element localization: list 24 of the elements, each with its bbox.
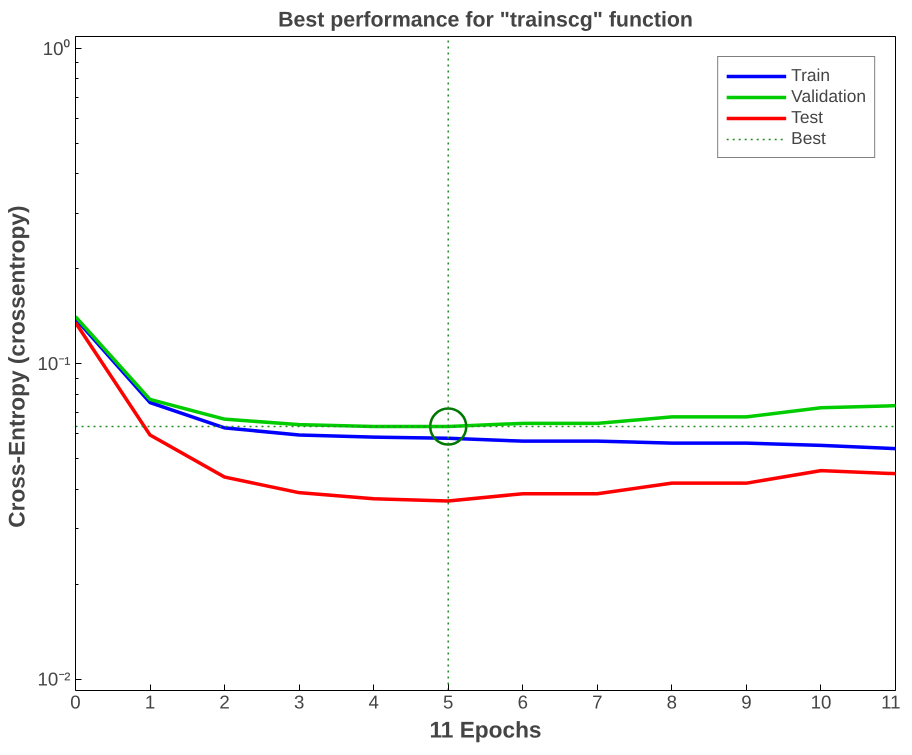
x-tick-label: 5 bbox=[443, 692, 454, 712]
x-tick-label: 7 bbox=[592, 692, 603, 712]
x-tick-label: 2 bbox=[219, 692, 230, 712]
x-tick-label: 11 bbox=[881, 692, 901, 712]
x-tick-label: 6 bbox=[518, 692, 528, 712]
line-series bbox=[76, 320, 896, 503]
x-tick-label: 8 bbox=[666, 692, 678, 712]
x-tick-label: 9 bbox=[741, 692, 752, 712]
x-tick-label: 10 bbox=[810, 692, 832, 712]
line-series bbox=[76, 314, 896, 428]
y-tick-label: 10⁻¹ bbox=[38, 353, 71, 374]
legend-label: Best bbox=[791, 128, 826, 149]
y-axis-title: Cross-Entropy (crossentropy) bbox=[4, 206, 30, 528]
x-tick-label: 1 bbox=[144, 692, 156, 712]
legend-label: Validation bbox=[791, 86, 866, 107]
x-tick-label: 4 bbox=[368, 692, 379, 712]
legend-label: Test bbox=[791, 107, 823, 128]
chart-title: Best performance for "trainscg" function bbox=[278, 8, 693, 32]
x-axis-title: 11 Epochs bbox=[429, 716, 542, 742]
x-tick-label: 0 bbox=[70, 692, 81, 712]
y-tick-label: 10⁰ bbox=[42, 38, 71, 59]
y-tick-label: 10⁻² bbox=[38, 668, 71, 690]
legend-label: Train bbox=[791, 65, 830, 86]
x-tick-label: 3 bbox=[294, 692, 304, 712]
